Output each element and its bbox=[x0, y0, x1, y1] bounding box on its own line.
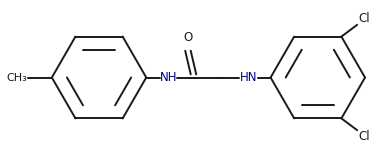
Text: Cl: Cl bbox=[358, 12, 370, 25]
Text: Cl: Cl bbox=[358, 130, 370, 143]
Text: CH₃: CH₃ bbox=[7, 73, 28, 82]
Text: NH: NH bbox=[160, 71, 177, 84]
Text: HN: HN bbox=[240, 71, 257, 84]
Text: O: O bbox=[184, 31, 192, 44]
